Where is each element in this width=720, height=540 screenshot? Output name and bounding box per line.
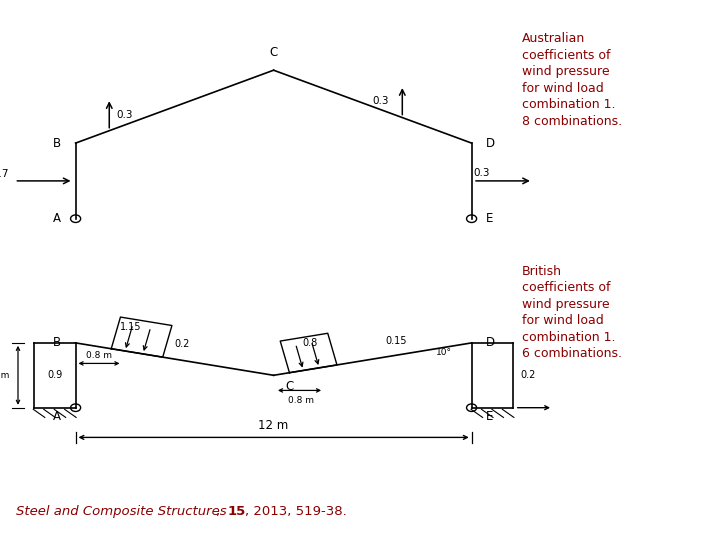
Text: 0.2: 0.2 (174, 339, 189, 349)
Text: 0.8 m: 0.8 m (86, 350, 112, 360)
Text: C: C (269, 46, 278, 59)
Text: 12 m: 12 m (258, 419, 289, 432)
Text: 0.3: 0.3 (117, 110, 133, 119)
Text: B: B (53, 137, 61, 150)
Text: 0.9: 0.9 (47, 370, 63, 380)
Text: 15: 15 (228, 505, 246, 518)
Text: Steel and Composite Structures: Steel and Composite Structures (16, 505, 227, 518)
Text: E: E (486, 212, 493, 225)
Text: C: C (285, 380, 293, 393)
Text: D: D (486, 336, 495, 349)
Text: 0.8: 0.8 (302, 338, 318, 348)
Text: 3 m: 3 m (0, 371, 9, 380)
Text: 0.3: 0.3 (473, 168, 490, 178)
Text: E: E (486, 410, 493, 423)
Text: 0.8 m: 0.8 m (288, 396, 314, 405)
Text: 0.7: 0.7 (0, 169, 9, 179)
Text: B: B (53, 336, 61, 349)
Text: A: A (53, 410, 61, 423)
Text: 0.2: 0.2 (521, 370, 536, 380)
Text: ,: , (216, 505, 225, 518)
Text: 0.15: 0.15 (385, 336, 407, 346)
Text: 1.15: 1.15 (120, 322, 142, 333)
Text: D: D (486, 137, 495, 150)
Text: 0.3: 0.3 (372, 96, 389, 106)
Text: Australian
coefficients of
wind pressure
for wind load
combination 1.
8 combinat: Australian coefficients of wind pressure… (522, 32, 622, 128)
Text: British
coefficients of
wind pressure
for wind load
combination 1.
6 combination: British coefficients of wind pressure fo… (522, 265, 622, 360)
Text: A: A (53, 212, 61, 225)
Text: 10°: 10° (436, 348, 452, 357)
Text: , 2013, 519-38.: , 2013, 519-38. (245, 505, 346, 518)
